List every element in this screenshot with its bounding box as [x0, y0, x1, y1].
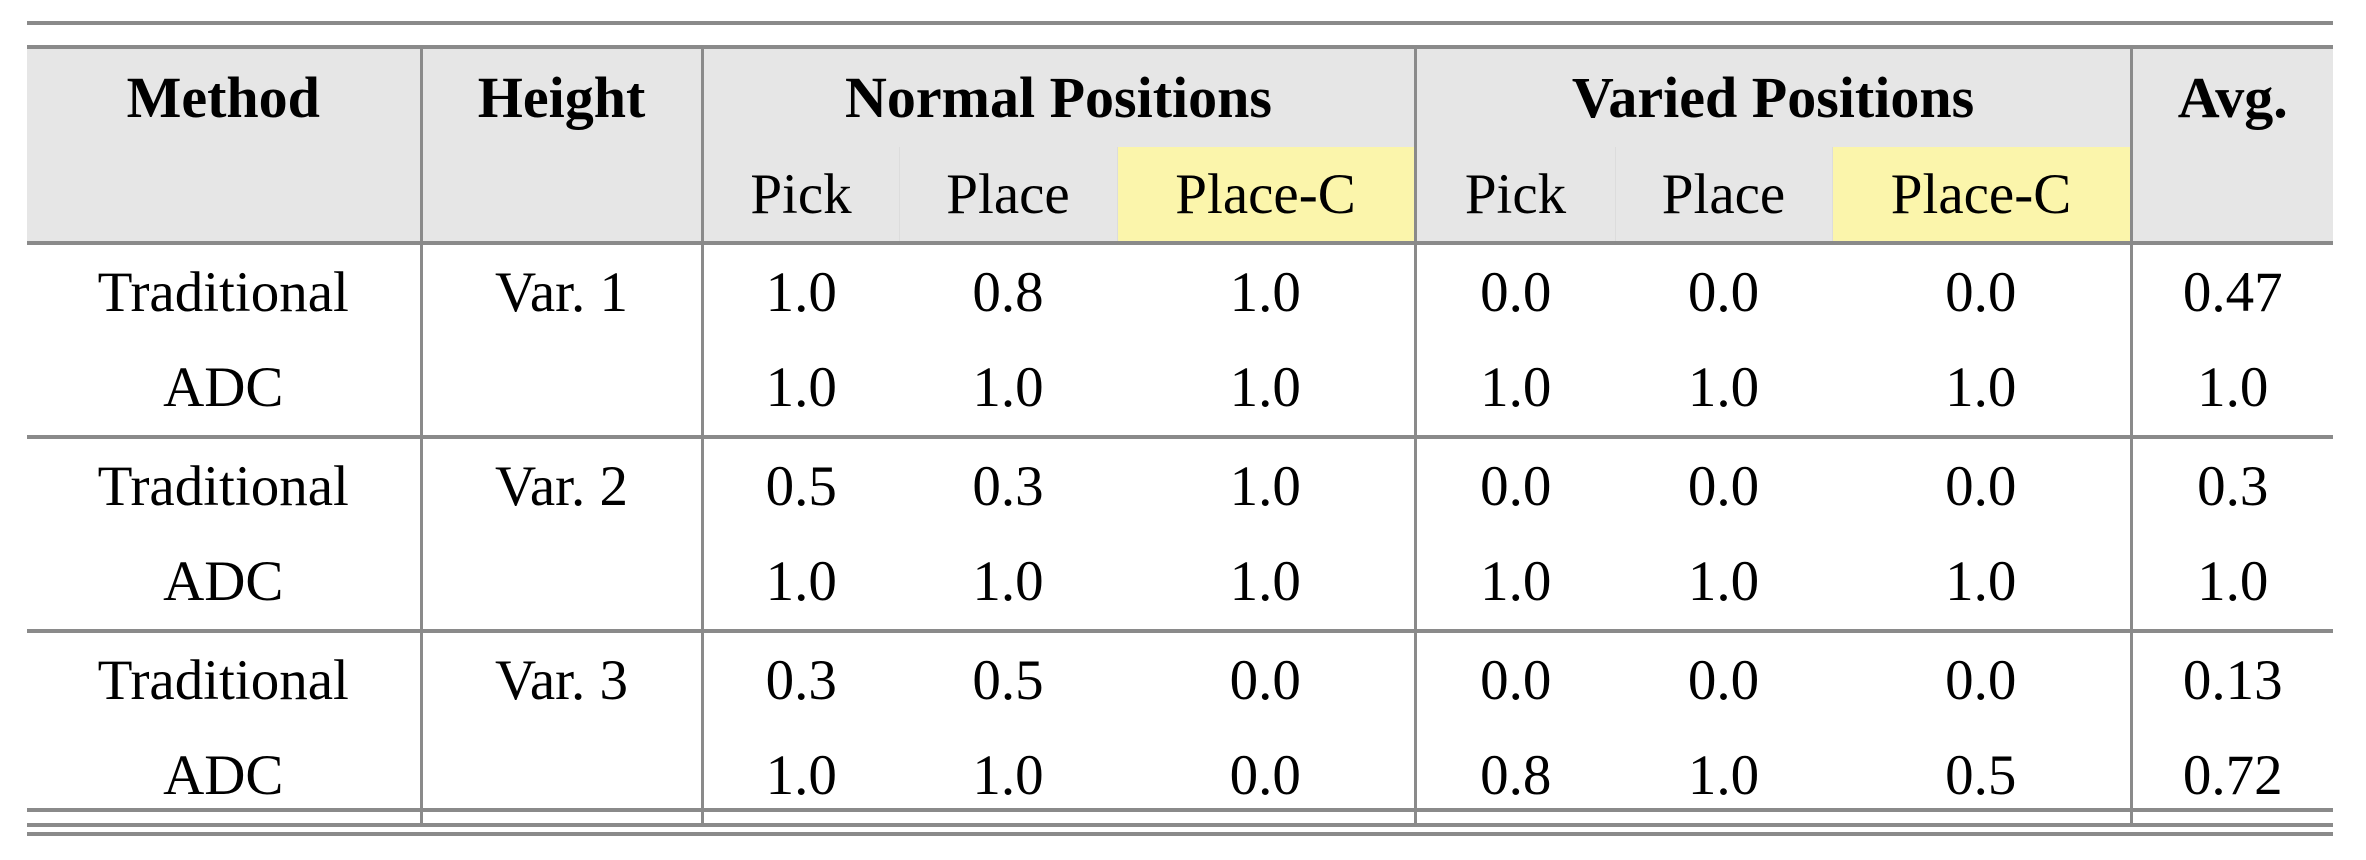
- table-row: Traditional Var. 3 0.3 0.5 0.0 0.0 0.0 0.0 0.13: [27, 631, 2334, 728]
- varied-pick-cell: 1.0: [1480, 550, 1552, 613]
- varied-pick-cell: 1.0: [1480, 356, 1552, 419]
- avg-cell: 1.0: [2197, 356, 2269, 419]
- normal-place-c-cell: 1.0: [1117, 534, 1417, 631]
- avg-cell: 1.0: [2197, 550, 2269, 613]
- normal-pick-cell: 1.0: [765, 550, 837, 613]
- table-body: Traditional Var. 1 1.0 0.8 1.0 0.0 0.0 0.0 0.47 A…: [27, 243, 2334, 825]
- normal-place-c-cell: 1.0: [1117, 340, 1417, 437]
- height-cell: [421, 340, 704, 437]
- method-cell: Traditional: [27, 631, 423, 728]
- avg-cell: 0.13: [2182, 649, 2283, 712]
- header-method: Method: [27, 47, 423, 243]
- method-cell: Traditional: [27, 243, 423, 340]
- varied-pick-cell: 0.0: [1480, 261, 1552, 324]
- results-table: Method Height Normal Positions Varied Po…: [27, 45, 2334, 827]
- normal-place-c-cell: 1.0: [1117, 243, 1417, 340]
- header-avg: Avg.: [2131, 47, 2334, 243]
- varied-place-c-cell: 0.0: [1832, 437, 2133, 534]
- normal-place-cell: 0.3: [972, 455, 1044, 518]
- normal-place-c-cell: 0.0: [1117, 631, 1417, 728]
- subheader-varied-pick: Pick: [1415, 147, 1616, 243]
- method-cell: ADC: [27, 728, 423, 825]
- height-cell: Var. 2: [421, 437, 704, 534]
- normal-pick-cell: 0.5: [765, 455, 837, 518]
- table-row: ADC 1.0 1.0 0.0 0.8 1.0 0.5 0.72: [27, 728, 2334, 825]
- varied-place-cell: 1.0: [1687, 744, 1760, 807]
- normal-pick-cell: 0.3: [765, 649, 837, 712]
- method-cell: Traditional: [27, 437, 423, 534]
- varied-place-c-cell: 1.0: [1832, 340, 2133, 437]
- normal-place-cell: 0.8: [972, 261, 1044, 324]
- varied-place-c-cell: 1.0: [1832, 534, 2133, 631]
- height-cell: [421, 534, 704, 631]
- varied-pick-cell: 0.0: [1480, 455, 1552, 518]
- header-normal-positions: Normal Positions: [702, 47, 1417, 147]
- varied-place-c-cell: 0.0: [1832, 243, 2133, 340]
- subheader-row: Pick Place Place-C Pick Place Place-C: [27, 147, 2334, 243]
- avg-cell: 0.72: [2182, 744, 2283, 807]
- varied-place-cell: 0.0: [1687, 649, 1760, 712]
- varied-place-cell: 0.0: [1687, 261, 1760, 324]
- subheader-normal-place-c: Place-C: [1117, 147, 1417, 243]
- header-height: Height: [421, 47, 704, 243]
- method-cell: ADC: [27, 534, 423, 631]
- avg-cell: 0.3: [2197, 455, 2269, 518]
- varied-pick-cell: 0.0: [1480, 649, 1552, 712]
- table-row: ADC 1.0 1.0 1.0 1.0 1.0 1.0 1.0: [27, 534, 2333, 631]
- varied-place-cell: 1.0: [1687, 356, 1760, 419]
- height-cell: Var. 1: [421, 243, 704, 340]
- table-row: Traditional Var. 2 0.5 0.3 1.0 0.0 0.0 0.0 0.3: [27, 437, 2334, 534]
- table-row: Traditional Var. 1 1.0 0.8 1.0 0.0 0.0 0.0 0.47: [27, 243, 2334, 340]
- method-cell: ADC: [27, 340, 423, 437]
- bottom-rule-2: [27, 832, 2333, 836]
- varied-place-c-cell: 0.5: [1832, 728, 2133, 825]
- subheader-normal-pick: Pick: [702, 147, 900, 243]
- normal-pick-cell: 1.0: [765, 261, 837, 324]
- varied-pick-cell: 0.8: [1480, 744, 1552, 807]
- varied-place-cell: 1.0: [1687, 550, 1760, 613]
- normal-place-cell: 0.5: [972, 649, 1044, 712]
- header-varied-positions: Varied Positions: [1415, 47, 2133, 147]
- header-row: Method Height Normal Positions Varied Po…: [27, 47, 2334, 243]
- normal-place-c-cell: 1.0: [1117, 437, 1417, 534]
- height-cell: Var. 3: [421, 631, 704, 728]
- normal-place-cell: 1.0: [972, 744, 1044, 807]
- subheader-varied-place: Place: [1615, 147, 1833, 243]
- normal-place-cell: 1.0: [972, 550, 1044, 613]
- normal-place-cell: 1.0: [972, 356, 1044, 419]
- normal-pick-cell: 1.0: [765, 744, 837, 807]
- normal-place-c-cell: 0.0: [1117, 728, 1417, 825]
- avg-cell: 0.47: [2182, 261, 2283, 324]
- varied-place-cell: 0.0: [1687, 455, 1760, 518]
- subheader-normal-place: Place: [899, 147, 1118, 243]
- top-rule: [27, 21, 2333, 25]
- normal-pick-cell: 1.0: [765, 356, 837, 419]
- varied-place-c-cell: 0.0: [1832, 631, 2133, 728]
- height-cell: [421, 728, 704, 825]
- subheader-varied-place-c: Place-C: [1832, 147, 2133, 243]
- table-row: ADC 1.0 1.0 1.0 1.0 1.0 1.0 1.0: [27, 340, 2333, 437]
